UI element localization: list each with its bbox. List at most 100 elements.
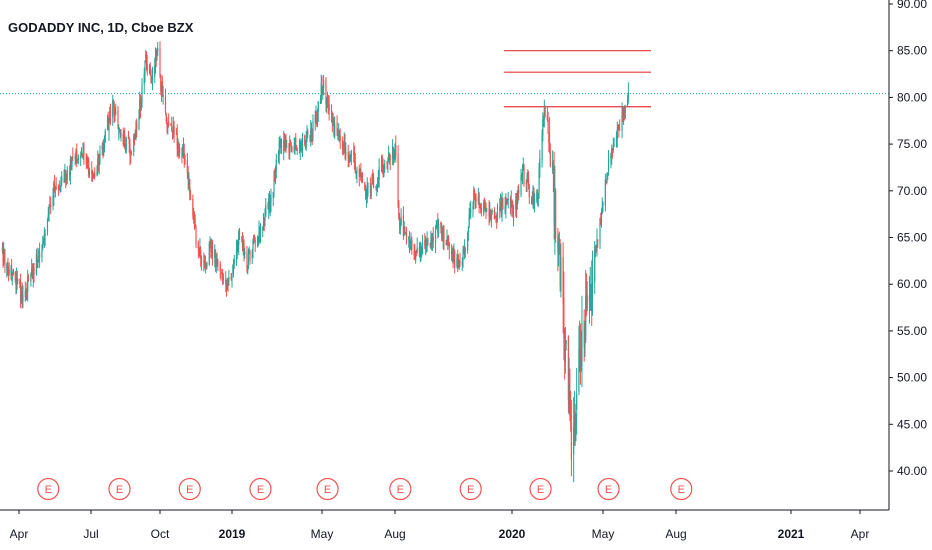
candle-body — [495, 218, 497, 220]
candle-body — [591, 288, 593, 297]
candle-body — [58, 187, 60, 190]
earnings-marker[interactable]: E — [389, 477, 412, 501]
earnings-circle — [108, 477, 131, 501]
candle-body — [484, 209, 486, 211]
candle-body — [113, 104, 115, 115]
candle-body — [338, 131, 341, 135]
candle-body — [288, 143, 290, 153]
y-tick-label: 90.00 — [897, 0, 927, 11]
candle-body — [242, 242, 244, 247]
candle-body — [87, 160, 89, 162]
candle-body — [536, 191, 539, 202]
candle-body — [70, 160, 72, 167]
candle-body — [140, 102, 142, 110]
candle-body — [434, 230, 437, 244]
candle-body — [241, 240, 244, 247]
earnings-marker[interactable]: E — [670, 477, 693, 501]
candle-body — [47, 214, 49, 221]
x-tick-label: 2019 — [219, 527, 246, 541]
x-tick-label: 2021 — [778, 527, 805, 541]
x-tick-label: 2020 — [499, 527, 526, 541]
x-tick-label: Aug — [665, 527, 686, 541]
candle-body — [596, 238, 598, 252]
candle-body — [604, 179, 606, 206]
earnings-marker[interactable]: E — [108, 477, 131, 501]
candle-body — [267, 204, 269, 210]
candle-body — [491, 210, 493, 213]
earnings-marker[interactable]: E — [597, 477, 620, 501]
candle-body — [445, 241, 447, 245]
candle-body — [364, 182, 366, 190]
candle-body — [209, 243, 211, 246]
candle-body — [210, 246, 212, 252]
candle-body — [355, 171, 357, 173]
candle-body — [46, 219, 49, 233]
candle-body — [10, 268, 12, 276]
x-tick-label: May — [311, 527, 334, 541]
candle-body — [548, 134, 550, 143]
axes-layer — [0, 0, 890, 511]
candle-body — [139, 99, 141, 119]
candle-body — [618, 125, 620, 129]
earnings-circle — [529, 477, 552, 501]
candle-body — [371, 176, 373, 184]
candle-body — [159, 48, 161, 76]
candle-body — [570, 408, 572, 421]
candle-body — [527, 177, 530, 186]
earnings-marker[interactable]: E — [37, 477, 60, 501]
candle-body — [388, 152, 390, 161]
candle-body — [315, 115, 317, 119]
candle-body — [533, 188, 535, 202]
earnings-marker[interactable]: E — [249, 477, 272, 501]
candle-body — [279, 142, 281, 144]
candle-body — [361, 178, 363, 180]
candle-body — [595, 251, 597, 253]
candle-body — [161, 80, 163, 96]
candle-body — [416, 247, 418, 252]
candle-body — [510, 199, 512, 208]
candle-body — [431, 234, 433, 242]
candle-body — [76, 159, 79, 161]
candle-body — [96, 172, 98, 175]
candle-body — [361, 179, 364, 181]
candle-body — [322, 89, 324, 93]
candle-body — [1, 247, 4, 252]
candle-body — [91, 170, 93, 174]
earnings-marker[interactable]: E — [459, 477, 482, 501]
candle-body — [377, 180, 379, 187]
candle-body — [408, 235, 411, 251]
earnings-marker[interactable]: E — [316, 477, 339, 501]
candle-body — [578, 349, 580, 391]
candle-body — [134, 133, 136, 139]
earnings-marker[interactable]: E — [178, 477, 201, 501]
candle-body — [75, 150, 77, 159]
candle-body — [425, 245, 427, 248]
candle-body — [394, 145, 396, 157]
candle-body — [306, 132, 308, 139]
candle-body — [312, 121, 314, 134]
candle-body — [515, 199, 517, 209]
candle-body — [459, 261, 461, 264]
candle-body — [564, 347, 566, 363]
candle-body — [48, 207, 50, 215]
candle-body — [80, 152, 83, 157]
candle-body — [11, 267, 13, 278]
candle-body — [193, 221, 196, 223]
candle-body — [125, 137, 127, 151]
candle-body — [49, 205, 51, 207]
candle-body — [127, 135, 130, 140]
candle-body — [485, 208, 487, 213]
candle-body — [489, 209, 492, 219]
candle-body — [533, 199, 536, 204]
candle-body — [387, 162, 389, 164]
candle-body — [370, 184, 372, 196]
candle-body — [86, 161, 88, 163]
candle-body — [611, 148, 614, 153]
candle-body — [399, 223, 401, 230]
candle-body — [521, 174, 523, 179]
candle-body — [71, 157, 73, 167]
candle-body — [560, 257, 562, 292]
candle-body — [64, 171, 66, 182]
earnings-marker[interactable]: E — [529, 477, 552, 501]
